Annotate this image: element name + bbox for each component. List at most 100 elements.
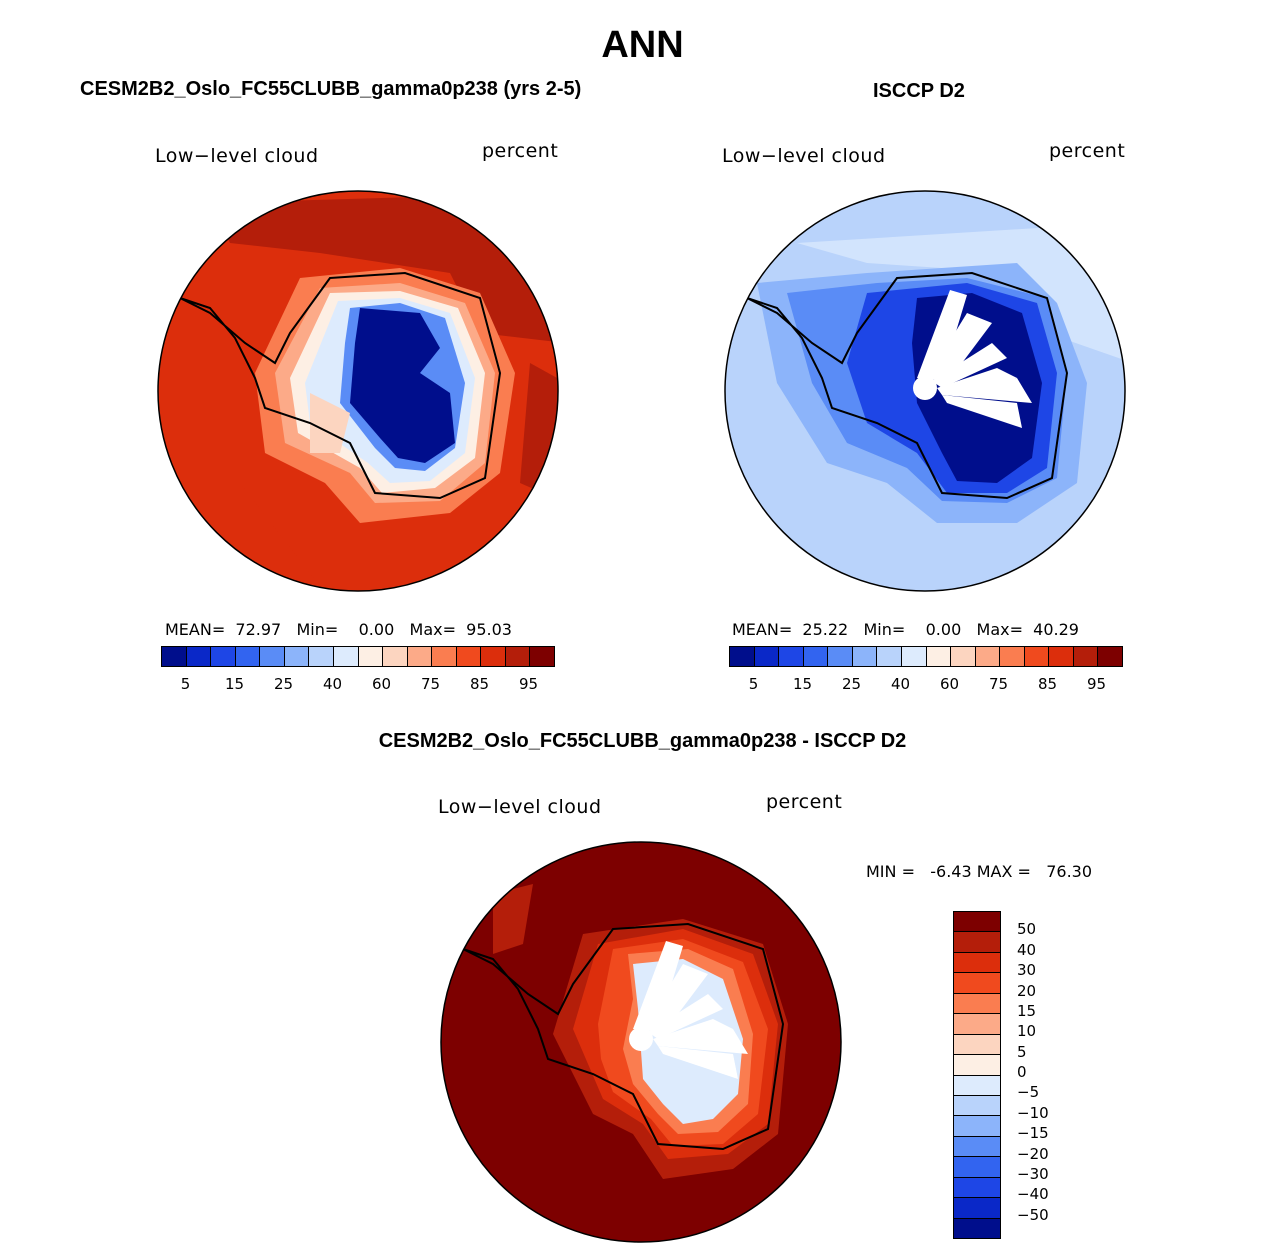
diff-colorbar-swatch bbox=[954, 973, 1000, 994]
obs-colorbar bbox=[729, 646, 1123, 667]
model-colorbar bbox=[161, 646, 555, 667]
obs-colorbar-swatch bbox=[779, 647, 804, 666]
obs-colorbar-tick-label: 25 bbox=[841, 675, 862, 693]
diff-variable-label: Low−level cloud bbox=[438, 796, 602, 818]
obs-colorbar-tick-label: 85 bbox=[1037, 675, 1058, 693]
obs-map-border bbox=[724, 190, 1126, 592]
model-units-label: percent bbox=[482, 140, 559, 162]
diff-colorbar-tick-label: 40 bbox=[1017, 940, 1037, 959]
model-variable-label: Low−level cloud bbox=[155, 145, 319, 167]
model-colorbar-tick-label: 40 bbox=[322, 675, 343, 693]
model-colorbar-tick-label: 95 bbox=[518, 675, 539, 693]
obs-units-label: percent bbox=[1049, 140, 1126, 162]
diff-colorbar-tick-label: 15 bbox=[1017, 1001, 1037, 1020]
diff-colorbar-swatch bbox=[954, 952, 1000, 974]
obs-variable-label: Low−level cloud bbox=[722, 145, 886, 167]
obs-colorbar-tick-label: 95 bbox=[1086, 675, 1107, 693]
obs-polar-map bbox=[724, 190, 1126, 592]
model-colorbar-swatch bbox=[309, 647, 334, 666]
model-colorbar-swatch bbox=[407, 647, 433, 666]
diff-colorbar-swatch bbox=[954, 1014, 1000, 1035]
obs-colorbar-swatch bbox=[730, 647, 755, 666]
obs-colorbar-swatch bbox=[1024, 647, 1050, 666]
obs-colorbar-swatch bbox=[975, 647, 1001, 666]
model-colorbar-swatch bbox=[505, 647, 531, 666]
diff-colorbar-tick-label: 20 bbox=[1017, 981, 1037, 1000]
diff-stats: MIN = -6.43 MAX = 76.30 bbox=[866, 862, 1093, 881]
diff-missing-data-wedges bbox=[629, 941, 748, 1079]
model-colorbar-swatch bbox=[383, 647, 408, 666]
obs-colorbar-swatch bbox=[901, 647, 927, 666]
diff-polar-map bbox=[440, 841, 842, 1243]
obs-colorbar-swatch bbox=[803, 647, 829, 666]
diff-colorbar-tick-label: 0 bbox=[1017, 1063, 1027, 1081]
model-panel-title: CESM2B2_Oslo_FC55CLUBB_gamma0p238 (yrs 2… bbox=[80, 78, 582, 100]
diff-colorbar-swatch bbox=[954, 1055, 1000, 1076]
model-colorbar-swatch bbox=[235, 647, 261, 666]
model-colorbar-swatch bbox=[284, 647, 310, 666]
obs-colorbar-tick-label: 15 bbox=[792, 675, 813, 693]
model-map-border bbox=[157, 190, 559, 592]
obs-colorbar-swatch bbox=[951, 647, 976, 666]
diff-units-label: percent bbox=[766, 791, 843, 813]
model-field-core-navy bbox=[350, 308, 455, 463]
obs-colorbar-tick-label: 75 bbox=[988, 675, 1009, 693]
diff-colorbar-swatch bbox=[954, 1157, 1000, 1178]
model-colorbar-swatch bbox=[333, 647, 359, 666]
model-colorbar-swatch bbox=[162, 647, 187, 666]
diff-colorbar-swatch bbox=[954, 1136, 1000, 1158]
diff-colorbar-tick-label: −20 bbox=[1017, 1144, 1049, 1163]
diff-colorbar-swatch bbox=[954, 1075, 1000, 1096]
obs-stats: MEAN= 25.22 Min= 0.00 Max= 40.29 bbox=[732, 620, 1079, 639]
model-colorbar-tick-label: 15 bbox=[224, 675, 245, 693]
diff-colorbar-swatch bbox=[954, 1116, 1000, 1137]
obs-colorbar-swatch bbox=[877, 647, 902, 666]
model-colorbar-swatch bbox=[186, 647, 212, 666]
diff-field-patch-nw bbox=[493, 884, 533, 954]
diff-colorbar-swatch bbox=[954, 1177, 1000, 1199]
diff-colorbar-swatch bbox=[954, 932, 1000, 953]
obs-colorbar-swatch bbox=[852, 647, 878, 666]
obs-colorbar-tick-label: 40 bbox=[890, 675, 911, 693]
model-colorbar-tick-label: 60 bbox=[371, 675, 392, 693]
diff-colorbar-tick-label: 50 bbox=[1017, 920, 1037, 939]
model-polar-map bbox=[157, 190, 559, 592]
model-colorbar-tick-label: 75 bbox=[420, 675, 441, 693]
diff-colorbar-tick-label: −5 bbox=[1017, 1083, 1040, 1102]
diff-colorbar-tick-label: 5 bbox=[1017, 1042, 1027, 1061]
diff-map-border bbox=[440, 841, 842, 1243]
model-colorbar-tick-label: 25 bbox=[273, 675, 294, 693]
obs-colorbar-swatch bbox=[828, 647, 853, 666]
model-colorbar-swatch bbox=[260, 647, 285, 666]
diff-colorbar-swatch bbox=[954, 1034, 1000, 1056]
model-colorbar-tick-label: 5 bbox=[180, 675, 191, 693]
obs-colorbar-swatch bbox=[1098, 647, 1122, 666]
diff-panel-title: CESM2B2_Oslo_FC55CLUBB_gamma0p238 - ISCC… bbox=[378, 730, 907, 752]
model-coastline bbox=[179, 271, 502, 500]
obs-colorbar-swatch bbox=[754, 647, 780, 666]
model-colorbar-swatch bbox=[530, 647, 554, 666]
diff-colorbar-tick-label: −30 bbox=[1017, 1164, 1049, 1183]
diff-colorbar-tick-label: −15 bbox=[1017, 1124, 1049, 1143]
diff-colorbar-tick-label: 30 bbox=[1017, 961, 1037, 980]
diff-coastline bbox=[462, 922, 785, 1151]
diff-colorbar-tick-label: −40 bbox=[1017, 1185, 1049, 1204]
model-colorbar-swatch bbox=[211, 647, 236, 666]
model-colorbar-swatch bbox=[432, 647, 457, 666]
diff-colorbar-swatch bbox=[954, 993, 1000, 1015]
obs-coastline bbox=[746, 271, 1069, 500]
diff-colorbar-swatch bbox=[954, 1198, 1000, 1219]
diff-colorbar-tick-label: −50 bbox=[1017, 1205, 1049, 1224]
obs-colorbar-tick-label: 5 bbox=[748, 675, 759, 693]
model-stats: MEAN= 72.97 Min= 0.00 Max= 95.03 bbox=[165, 620, 512, 639]
diff-colorbar-swatch bbox=[954, 1095, 1000, 1117]
figure-title: ANN bbox=[601, 24, 684, 66]
obs-colorbar-swatch bbox=[1000, 647, 1025, 666]
model-colorbar-swatch bbox=[456, 647, 482, 666]
obs-colorbar-swatch bbox=[926, 647, 952, 666]
obs-colorbar-tick-label: 60 bbox=[939, 675, 960, 693]
obs-colorbar-swatch bbox=[1049, 647, 1074, 666]
diff-colorbar-tick-label: −10 bbox=[1017, 1103, 1049, 1122]
diff-colorbar bbox=[953, 911, 1001, 1239]
obs-missing-data-wedges bbox=[913, 290, 1032, 428]
